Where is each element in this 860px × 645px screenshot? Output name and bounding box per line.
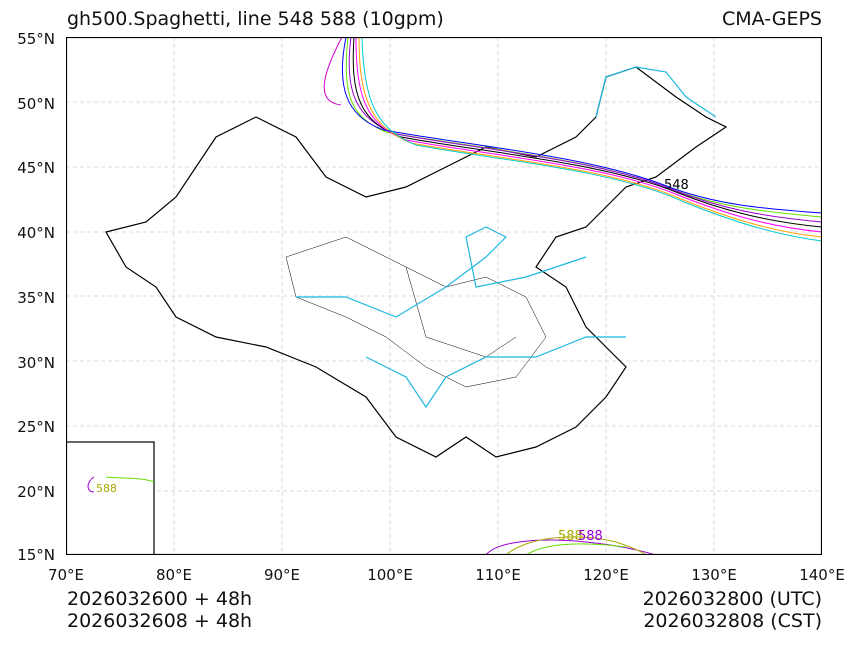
yangtze-river (365, 336, 626, 409)
x-tick: 110°E (475, 566, 521, 584)
y-tick: 15°N (17, 546, 55, 564)
yellow-river (296, 226, 587, 318)
init-time: 2026032600 + 48h 2026032608 + 48h (67, 588, 252, 632)
x-tick: 140°E (799, 566, 845, 584)
x-tick: 70°E (47, 566, 85, 584)
contour-548-members (323, 37, 822, 242)
x-tick: 100°E (367, 566, 413, 584)
valid-utc: 2026032800 (UTC) (642, 588, 822, 610)
x-tick: 90°E (263, 566, 301, 584)
y-tick: 40°N (17, 224, 55, 242)
x-tick: 80°E (155, 566, 193, 584)
source-label: CMA-GEPS (721, 8, 822, 30)
y-tick: 20°N (17, 483, 55, 501)
init-cst: 2026032608 + 48h (67, 610, 253, 632)
china-border (105, 66, 728, 458)
plot-frame (66, 37, 822, 555)
south-china-sea-inset: 588 (66, 441, 155, 555)
valid-cst: 2026032808 (CST) (643, 610, 822, 632)
chart-title: gh500.Spaghetti, line 548 588 (10gpm) (67, 8, 444, 30)
inset-label-588: 588 (96, 482, 117, 495)
y-tick: 25°N (17, 418, 55, 436)
valid-time: 2026032800 (UTC) 2026032808 (CST) (643, 588, 822, 632)
x-tick: 120°E (583, 566, 629, 584)
contour-label-548: 548 (664, 178, 689, 193)
y-tick: 50°N (17, 95, 55, 113)
contour-588-members (485, 536, 657, 555)
x-tick: 130°E (691, 566, 737, 584)
map-plot: 548 588 588 588 (66, 37, 822, 555)
y-tick: 45°N (17, 159, 55, 177)
amur-river (595, 66, 717, 118)
y-tick: 30°N (17, 354, 55, 372)
contour-label-588b: 588 (578, 529, 603, 544)
province-borders (285, 236, 547, 388)
y-tick: 35°N (17, 289, 55, 307)
init-utc: 2026032600 + 48h (67, 588, 253, 610)
gridlines (66, 37, 822, 555)
contour-label-588: 588 (558, 529, 583, 544)
y-tick: 55°N (17, 30, 55, 48)
